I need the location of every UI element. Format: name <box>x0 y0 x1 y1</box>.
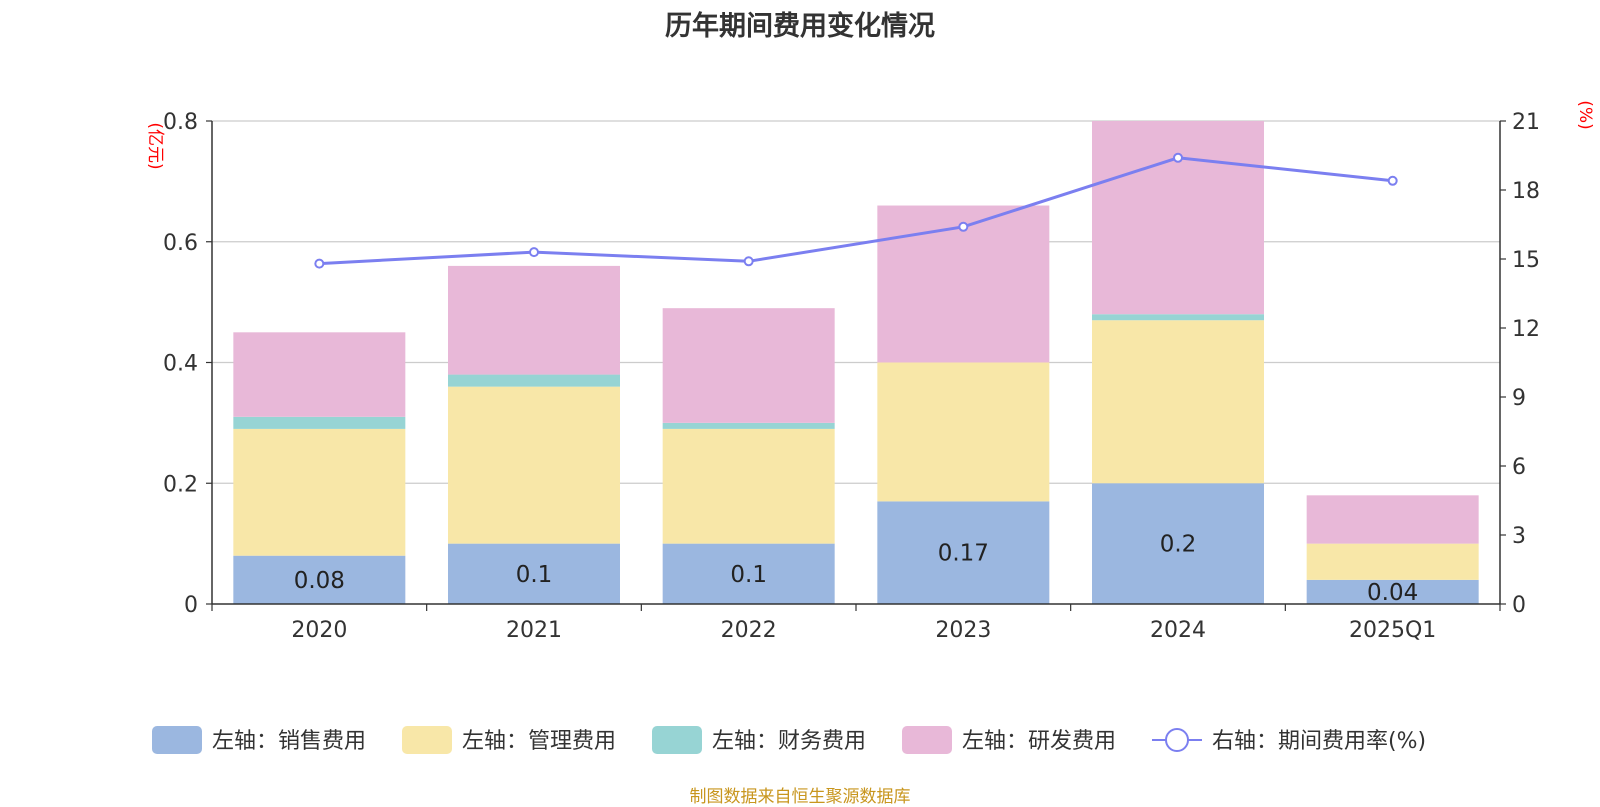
bar-segment <box>233 555 406 604</box>
left-tick-label: 0.8 <box>163 110 198 135</box>
left-tick-label: 0.6 <box>163 231 198 256</box>
left-tick-label: 0.2 <box>163 472 198 497</box>
bar-segment <box>448 543 620 604</box>
gridlines <box>212 120 1500 484</box>
right-tick-label: 18 <box>1512 179 1540 204</box>
bar-segment <box>662 428 835 544</box>
bar-segment <box>233 332 406 417</box>
bar-value-label: 0.1 <box>730 562 767 588</box>
rate-point <box>529 247 539 258</box>
bar-value-label: 0.17 <box>938 541 989 567</box>
legend-swatch <box>402 726 452 754</box>
right-tick-label: 21 <box>1512 110 1540 135</box>
bar-segment <box>448 265 620 375</box>
right-tick-label: 3 <box>1512 524 1526 549</box>
x-tick-label: 2022 <box>721 618 777 643</box>
right-tick-label: 15 <box>1512 248 1540 273</box>
legend-swatch <box>902 726 952 754</box>
bar-segment <box>1306 543 1479 580</box>
rate-point <box>314 258 325 269</box>
legend-swatch <box>152 726 202 754</box>
rate-point <box>1173 152 1183 163</box>
chart: 0 0.2 0.4 0.6 0.8 0 3 6 9 12 15 18 21 2020 2021 2022 202… <box>145 100 1595 754</box>
x-tick-label: 2025Q1 <box>1349 618 1436 643</box>
x-tick-label: 2020 <box>291 618 347 643</box>
bar-segment <box>662 422 835 429</box>
bar-value-label: 0.1 <box>516 562 553 588</box>
bar-value-label: 0.2 <box>1160 532 1197 558</box>
axes: 0 0.2 0.4 0.6 0.8 0 3 6 9 12 15 18 21 2020 2021 2022 202… <box>145 100 1595 643</box>
left-tick-label: 0 <box>184 593 198 618</box>
rate-line <box>314 152 1398 269</box>
rate-point <box>958 221 969 232</box>
bar-segment <box>877 362 1050 502</box>
legend-label: 左轴：销售费用 <box>212 729 366 754</box>
legend: 左轴：销售费用 左轴：管理费用 左轴：财务费用 左轴：研发费用 右轴：期间费用率(%) <box>152 726 1426 754</box>
bar-segment <box>1092 121 1264 315</box>
bar-value-label: 0.04 <box>1367 580 1418 606</box>
right-tick-label: 12 <box>1512 317 1540 342</box>
x-tick-label: 2024 <box>1150 618 1206 643</box>
bar-segment <box>1306 495 1479 544</box>
legend-swatch <box>652 726 702 754</box>
bar-segment <box>877 501 1050 604</box>
bar-segment <box>233 416 406 429</box>
right-tick-label: 6 <box>1512 455 1526 480</box>
bar-segment <box>1092 483 1264 604</box>
rate-point <box>1387 175 1398 186</box>
chart-title: 历年期间费用变化情况 <box>665 11 935 42</box>
bar-segment <box>448 386 620 544</box>
legend-label: 左轴：管理费用 <box>462 729 616 754</box>
legend-label: 左轴：研发费用 <box>962 729 1116 754</box>
left-axis-label: (亿元) <box>145 122 165 169</box>
legend-label: 右轴：期间费用率(%) <box>1212 729 1426 754</box>
bar-segment <box>662 308 835 423</box>
bar-segment <box>1092 314 1264 321</box>
data-labels: 0.08 0.1 0.1 0.17 0.2 0.04 <box>294 532 1419 606</box>
source-note: 制图数据来自恒生聚源数据库 <box>689 787 911 807</box>
bar-segment <box>233 428 406 556</box>
bar-segment <box>448 374 620 387</box>
rate-line-path <box>319 156 1393 266</box>
legend-label: 左轴：财务费用 <box>712 729 866 754</box>
bar-segment <box>1092 320 1264 484</box>
bar-segment <box>662 543 835 604</box>
bar-segment <box>1306 579 1479 604</box>
left-tick-label: 0.4 <box>163 352 198 377</box>
rate-point <box>743 256 754 267</box>
right-tick-label: 9 <box>1512 386 1526 411</box>
x-tick-label: 2023 <box>935 618 991 643</box>
right-tick-label: 0 <box>1512 593 1526 618</box>
right-axis-label: (%) <box>1575 100 1595 129</box>
x-tick-label: 2021 <box>506 618 562 643</box>
bar-value-label: 0.08 <box>294 568 345 594</box>
legend-marker <box>1165 728 1189 752</box>
